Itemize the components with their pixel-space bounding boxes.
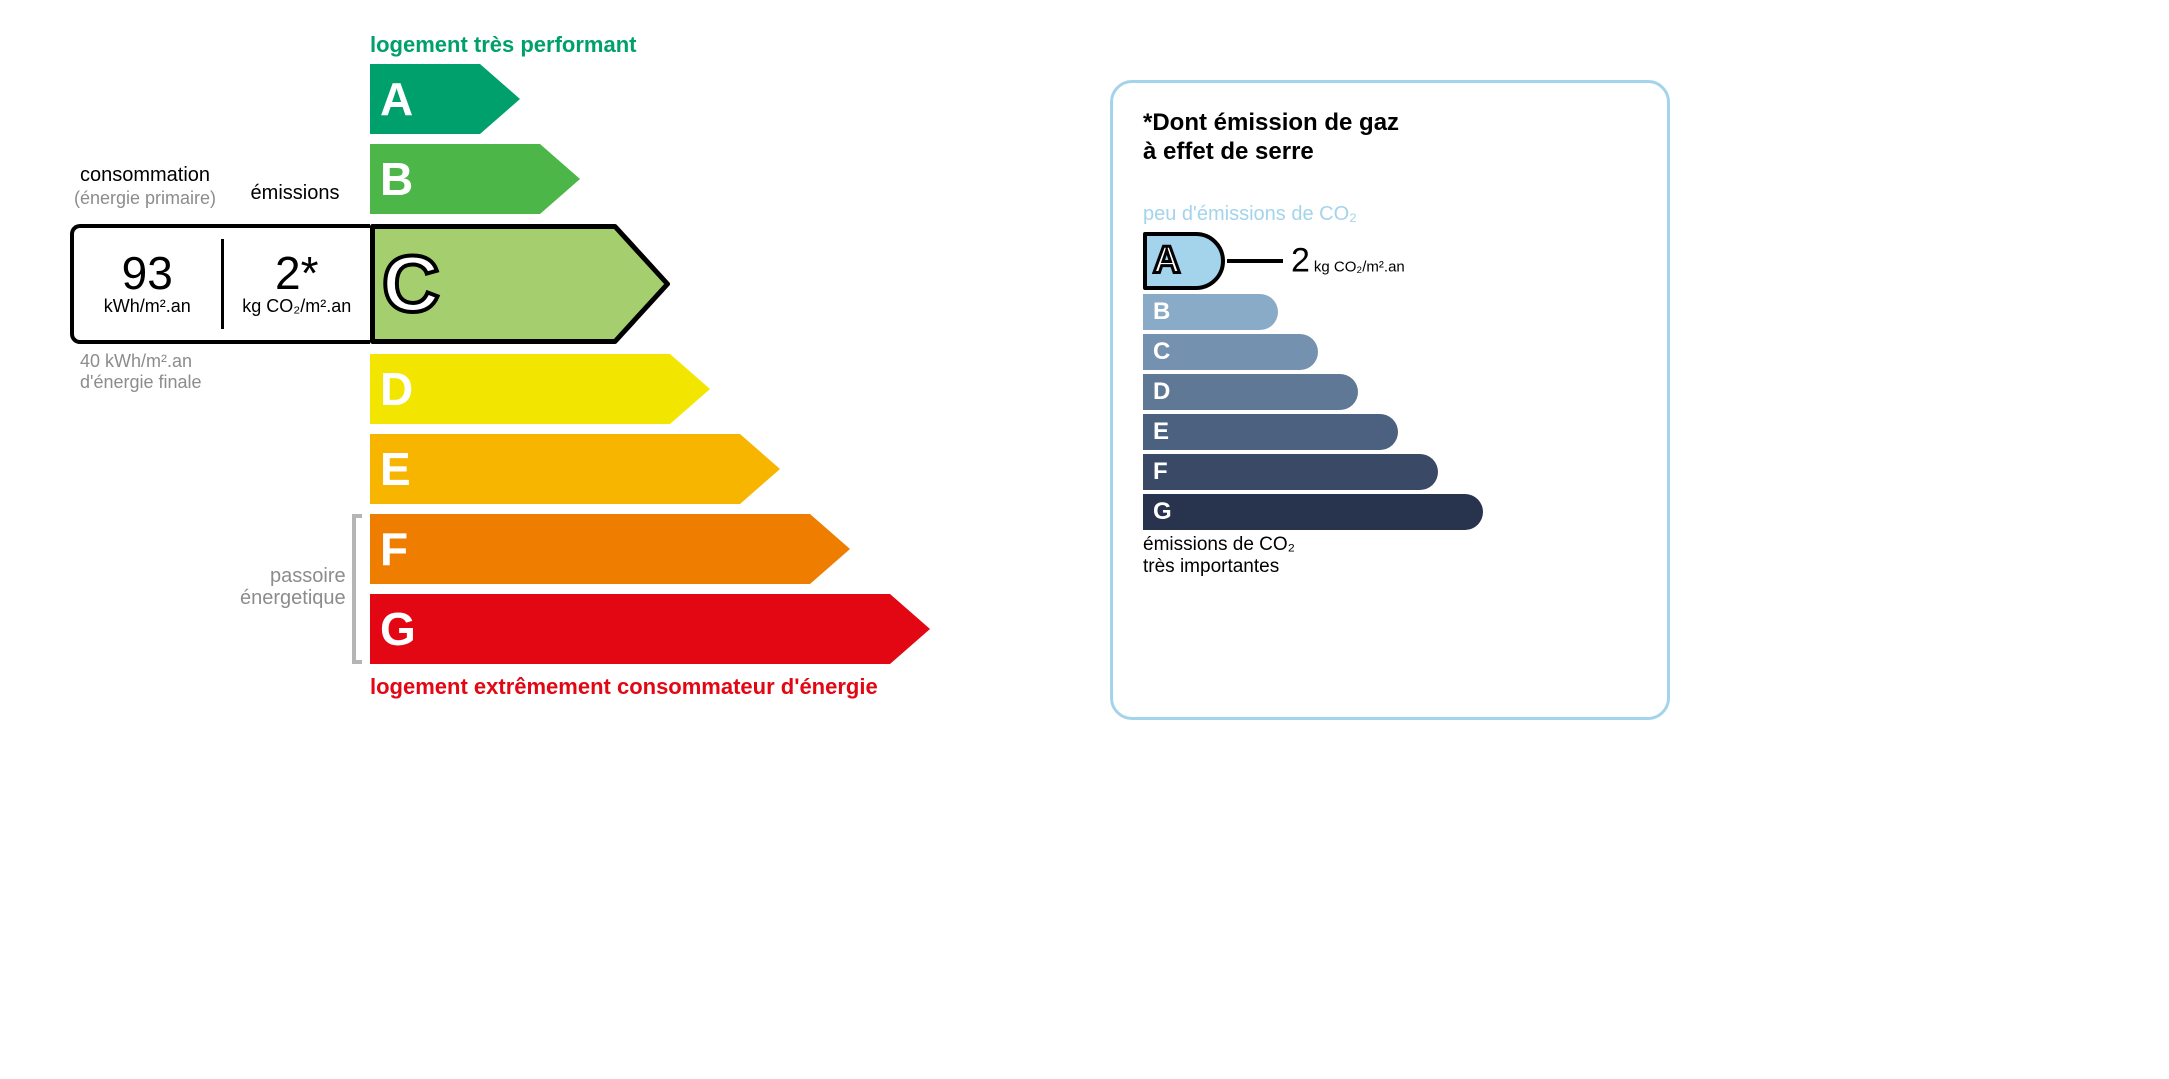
energy-bars: AB C93kWh/m².an2*kg CO₂/m².anconsommation… [370, 40, 990, 664]
energy-bar-d: D [370, 354, 990, 424]
emissions-value-col: 2*kg CO₂/m².an [224, 228, 371, 340]
energy-bar-letter: A [380, 72, 413, 126]
ges-bar-e: E [1143, 414, 1637, 450]
ges-bar-f: F [1143, 454, 1637, 490]
energy-bar-letter: E [380, 442, 411, 496]
consumption-value: 93 [74, 246, 221, 300]
energy-bar-letter: C [382, 238, 440, 330]
ges-title-l1: *Dont émission de gaz [1143, 109, 1399, 136]
ges-bar-letter: C [1153, 338, 1170, 366]
ges-bottom-label: émissions de CO₂ très importantes [1143, 534, 1637, 580]
ges-value-unit: kg CO₂/m².an [1314, 258, 1405, 275]
emissions-header: émissions [220, 164, 370, 210]
consumption-headers: consommation(énergie primaire)émissions [70, 164, 370, 210]
ges-bar-g: G [1143, 494, 1637, 530]
consumption-header: consommation(énergie primaire) [70, 164, 220, 210]
ges-bar-letter: F [1153, 458, 1168, 486]
ges-title: *Dont émission de gaz à effet de serre [1143, 109, 1637, 167]
energy-bar-g: G [370, 594, 990, 664]
consumption-value-col: 93kWh/m².an [74, 228, 221, 340]
ges-value: 2kg CO₂/m².an [1291, 241, 1405, 280]
energy-bar-e: E [370, 434, 990, 504]
energy-rating-panel: logement très performant ABC93kWh/m².an2… [40, 40, 990, 720]
ges-bar-letter: E [1153, 418, 1169, 446]
ges-pointer-line [1227, 259, 1283, 263]
ges-bar-letter: D [1153, 378, 1170, 406]
ges-bar-d: D [1143, 374, 1637, 410]
consumption-unit: kWh/m².an [74, 296, 221, 317]
consumption-box: 93kWh/m².an2*kg CO₂/m².an [70, 224, 370, 344]
ges-panel: *Dont émission de gaz à effet de serre p… [1110, 80, 1670, 720]
ges-bar-a: A 2kg CO₂/m².an [1143, 232, 1637, 290]
energy-bar-b: B [370, 144, 990, 214]
energy-bar-letter: G [380, 602, 416, 656]
consumption-footer: 40 kWh/m².and'énergie finale [80, 351, 202, 394]
energy-bar-f: F [370, 514, 990, 584]
emissions-unit: kg CO₂/m².an [224, 296, 371, 317]
energy-bar-letter: B [380, 152, 413, 206]
ges-bottom-l2: très importantes [1143, 556, 1279, 577]
ges-bottom-l1: émissions de CO₂ [1143, 534, 1295, 555]
passoire-label: passoireénergetique [240, 565, 346, 609]
passoire-marker [352, 514, 362, 664]
energy-bottom-label: logement extrêmement consommateur d'éner… [370, 674, 990, 700]
energy-bar-a: A [370, 64, 990, 134]
ges-bars: A 2kg CO₂/m².an BCDEFG [1143, 232, 1637, 530]
energy-bar-letter: F [380, 522, 408, 576]
ges-bar-c: C [1143, 334, 1637, 370]
emissions-value: 2* [224, 246, 371, 300]
energy-bar-letter: D [380, 362, 413, 416]
ges-bar-letter: G [1153, 498, 1172, 526]
ges-top-label: peu d'émissions de CO₂ [1143, 203, 1637, 226]
energy-bar-c: C93kWh/m².an2*kg CO₂/m².anconsommation(é… [370, 224, 990, 344]
ges-bar-b: B [1143, 294, 1637, 330]
ges-bar-letter: A [1153, 239, 1180, 282]
ges-bar-letter: B [1153, 298, 1170, 326]
ges-title-l2: à effet de serre [1143, 138, 1314, 165]
